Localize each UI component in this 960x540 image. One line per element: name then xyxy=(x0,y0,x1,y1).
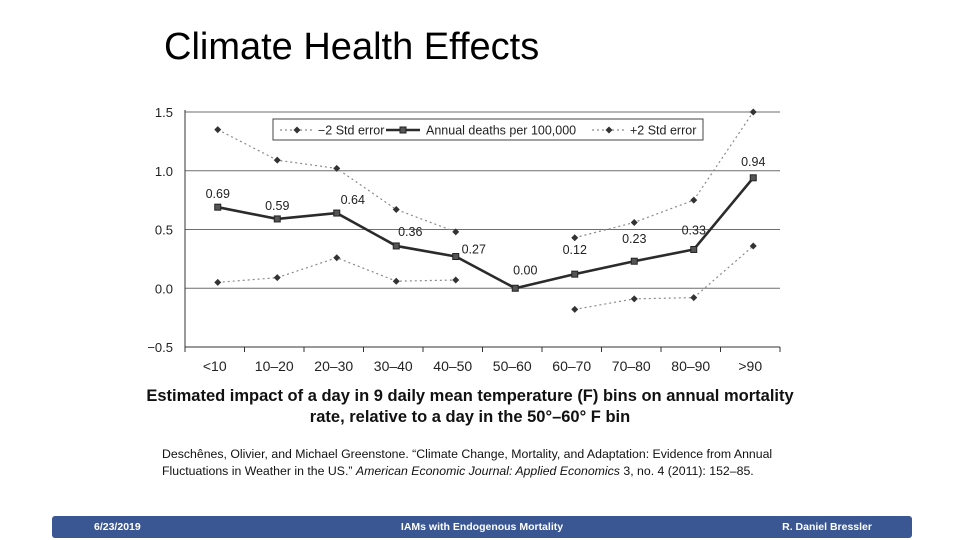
std-error-point xyxy=(749,242,757,250)
y-tick-label: 1.5 xyxy=(155,105,173,120)
deaths-line xyxy=(217,176,755,290)
footer-bar: 6/23/2019 IAMs with Endogenous Mortality… xyxy=(52,516,912,538)
x-tick-label: 80–90 xyxy=(671,358,710,374)
std-error-point xyxy=(690,196,698,204)
x-tick-label: <10 xyxy=(203,358,227,374)
citation-journal: American Economic Journal: Applied Econo… xyxy=(355,464,620,478)
footer-title: IAMs with Endogenous Mortality xyxy=(400,521,564,533)
data-label: 0.27 xyxy=(462,243,486,257)
std-error-point xyxy=(392,206,400,214)
deaths-point xyxy=(690,245,698,253)
x-tick-label: 10–20 xyxy=(255,358,294,374)
data-label: 0.36 xyxy=(398,225,422,239)
citation: Deschênes, Olivier, and Michael Greensto… xyxy=(162,446,822,480)
legend-box xyxy=(272,118,704,141)
data-labels: 0.69 0.59 0.64 0.36 0.27 0.00 0.12 0.23 0.33 0.94 xyxy=(206,155,766,277)
footer-author: R. Daniel Bressler xyxy=(782,521,872,533)
deaths-point xyxy=(273,215,281,223)
deaths-point xyxy=(630,257,638,265)
std-error-point xyxy=(571,234,579,242)
std-error-point xyxy=(333,164,341,172)
axes: −0.5 0.0 0.5 1.0 1.5 <10 10–20 20–30 30–40 40–50 5… xyxy=(147,105,781,374)
chart-caption: Estimated impact of a day in 9 daily mea… xyxy=(146,387,794,426)
x-tick-label: 20–30 xyxy=(314,358,353,374)
std-error-point xyxy=(571,305,579,313)
std-error-point xyxy=(630,295,638,303)
x-tick-label: 30–40 xyxy=(374,358,413,374)
std-error-point xyxy=(214,126,222,134)
std-error-point xyxy=(392,277,400,285)
legend-label: +2 Std error xyxy=(630,124,696,138)
x-tick-label: >90 xyxy=(738,358,762,374)
series xyxy=(214,108,757,313)
data-label: 0.64 xyxy=(341,193,365,207)
std-error-point xyxy=(273,156,281,164)
data-label: 0.33 xyxy=(682,223,706,237)
data-label: 0.94 xyxy=(741,155,765,169)
citation-pages: 3, no. 4 (2011): 152–85. xyxy=(619,464,754,478)
x-tick-label: 50–60 xyxy=(493,358,532,374)
x-tick-label: 60–70 xyxy=(552,358,591,374)
legend-marker xyxy=(399,126,407,134)
x-tick-label: 70–80 xyxy=(612,358,651,374)
std-error-point xyxy=(690,294,698,302)
y-tick-label: 1.0 xyxy=(155,164,173,179)
deaths-point xyxy=(452,253,460,261)
deaths-point xyxy=(749,174,757,182)
grid-lines xyxy=(185,111,780,289)
y-tick-label: 0.5 xyxy=(155,223,173,238)
std-error-point xyxy=(273,274,281,282)
footer-date: 6/23/2019 xyxy=(94,521,141,533)
data-label: 0.23 xyxy=(622,232,646,246)
deaths-point xyxy=(214,203,222,211)
citation-text: Deschênes, Olivier, and Michael Greensto… xyxy=(162,447,773,478)
legend: −2 Std error Annual deaths per 100,000 +2 … xyxy=(272,118,704,141)
std-error-point xyxy=(214,278,222,286)
y-tick-label: 0.0 xyxy=(155,281,173,296)
deaths-point xyxy=(392,242,400,250)
y-tick-label: −0.5 xyxy=(147,340,173,355)
deaths-point xyxy=(511,284,519,292)
std-error-point xyxy=(749,108,757,116)
std-error-line xyxy=(574,111,754,239)
legend-label: Annual deaths per 100,000 xyxy=(426,124,576,138)
std-error-point xyxy=(452,276,460,284)
slide-title: Climate Health Effects xyxy=(164,26,540,68)
legend-label: −2 Std error xyxy=(318,124,384,138)
x-tick-label: 40–50 xyxy=(433,358,472,374)
std-error-line xyxy=(217,257,456,283)
data-label: 0.59 xyxy=(265,199,289,213)
mortality-chart: −0.5 0.0 0.5 1.0 1.5 <10 10–20 20–30 30–40 40–50 5… xyxy=(147,105,781,374)
deaths-point xyxy=(571,270,579,278)
std-error-point xyxy=(452,228,460,236)
data-label: 0.69 xyxy=(206,187,230,201)
deaths-point xyxy=(333,209,341,217)
std-error-point xyxy=(333,254,341,262)
data-label: 0.12 xyxy=(563,243,587,257)
legend-marker xyxy=(293,126,301,134)
std-error-point xyxy=(630,218,638,226)
std-error-line xyxy=(574,245,754,310)
legend-marker xyxy=(605,126,613,134)
data-label: 0.00 xyxy=(513,263,537,277)
